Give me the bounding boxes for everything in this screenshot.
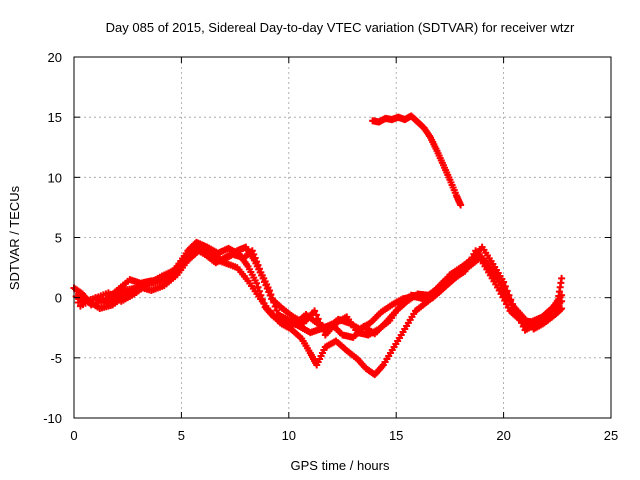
data-point <box>270 298 278 306</box>
grid <box>74 57 611 418</box>
data-point <box>510 304 518 312</box>
data-point <box>558 304 566 312</box>
data-point <box>314 315 322 323</box>
axis-ticks <box>73 56 612 419</box>
data-point <box>312 311 320 319</box>
data-point <box>273 307 281 315</box>
series-track-4 <box>76 241 566 341</box>
data-point <box>500 278 508 286</box>
x-tick-label: 10 <box>282 428 296 443</box>
chart-title: Day 085 of 2015, Sidereal Day-to-day VTE… <box>106 20 575 35</box>
data-point <box>558 274 566 282</box>
data-point <box>316 319 324 327</box>
data-point <box>253 279 261 287</box>
data-point <box>267 290 275 298</box>
data-point <box>271 302 279 310</box>
x-tick-label: 20 <box>496 428 510 443</box>
x-axis-label: GPS time / hours <box>291 458 390 473</box>
x-tick-label: 25 <box>604 428 618 443</box>
data-point <box>250 250 258 258</box>
x-tick-label: 0 <box>70 428 77 443</box>
y-tick-label: 5 <box>55 231 62 246</box>
data-point <box>265 286 273 294</box>
data-points <box>70 112 566 379</box>
x-tick-label: 5 <box>178 428 185 443</box>
data-point <box>512 308 520 316</box>
y-tick-label: -10 <box>43 411 62 426</box>
data-point <box>505 291 513 299</box>
data-point <box>501 282 509 290</box>
y-axis-label: SDTVAR / TECUs <box>7 185 22 290</box>
data-point <box>254 261 262 269</box>
data-point <box>253 258 261 266</box>
y-tick-label: 15 <box>48 110 62 125</box>
data-point <box>457 201 465 209</box>
data-point <box>248 247 256 255</box>
data-point <box>509 300 517 308</box>
data-point <box>311 307 319 315</box>
tick-labels: 0 5 10 15 20 25 -10 -5 0 5 10 15 20 <box>43 50 618 443</box>
data-point <box>268 294 276 302</box>
y-tick-label: 10 <box>48 170 62 185</box>
data-point <box>255 265 263 273</box>
data-point <box>251 254 259 262</box>
y-tick-label: -5 <box>50 351 62 366</box>
data-point <box>518 319 525 327</box>
data-point <box>254 283 262 291</box>
data-point <box>557 305 565 313</box>
y-tick-label: 0 <box>55 291 62 306</box>
y-tick-label: 20 <box>48 50 62 65</box>
data-point <box>514 312 522 320</box>
x-tick-label: 15 <box>389 428 403 443</box>
data-point <box>516 315 524 323</box>
data-point <box>519 323 527 331</box>
data-point <box>507 296 515 304</box>
series-track-5 <box>369 112 465 209</box>
data-point <box>503 287 511 295</box>
